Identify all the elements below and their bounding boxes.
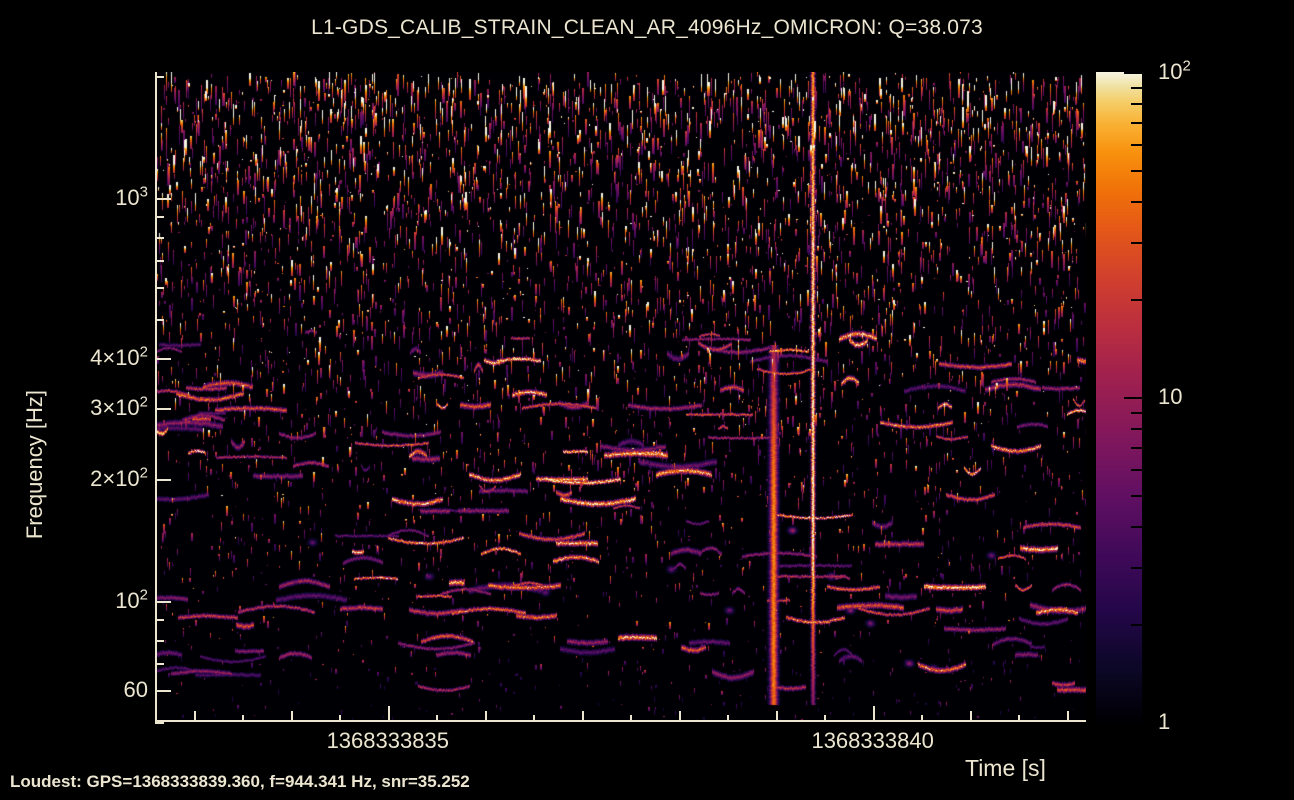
colorbar-minor-tick (1131, 241, 1142, 244)
x-tick-label: 1368333835 (326, 728, 449, 753)
y-tick-label: 103 (115, 183, 148, 210)
colorbar-minor-tick (1131, 86, 1142, 89)
y-minor-tick (155, 215, 164, 218)
x-minor-tick (969, 711, 972, 722)
x-tick-label: 1368333840 (811, 728, 934, 753)
colorbar-minor-tick (1131, 447, 1142, 450)
page-title: L1-GDS_CALIB_STRAIN_CLEAN_AR_4096Hz_OMIC… (311, 16, 983, 39)
colorbar-minor-tick (1131, 494, 1142, 497)
colorbar-tick-label: 102 (1158, 57, 1191, 84)
y-tick-label-group: 103 4×102 3×102 2×102 102 60 (0, 0, 148, 800)
x-minor-tick (436, 715, 439, 722)
x-minor-tick (581, 711, 584, 722)
x-minor-tick (242, 715, 245, 722)
colorbar-minor-tick (1131, 201, 1142, 204)
x-minor-tick (921, 715, 924, 722)
colorbar-major-tick (1124, 722, 1142, 724)
plot-area[interactable] (155, 72, 1086, 722)
x-minor-tick (533, 715, 536, 722)
y-tick-label: 60 (123, 677, 148, 703)
x-minor-tick (290, 711, 293, 722)
x-minor-tick (775, 711, 778, 722)
x-minor-tick (1066, 711, 1069, 722)
colorbar-minor-tick (1131, 469, 1142, 472)
x-minor-tick (339, 715, 342, 722)
y-minor-tick (155, 318, 164, 321)
y-minor-tick (155, 663, 164, 666)
x-major-tick (872, 706, 875, 722)
colorbar-minor-tick (1131, 299, 1142, 302)
y-minor-tick (155, 76, 164, 79)
y-major-tick (155, 357, 171, 360)
y-tick-label: 2×102 (90, 464, 148, 492)
y-tick-label: 102 (115, 586, 148, 613)
colorbar-minor-tick (1131, 144, 1142, 147)
x-major-tick (387, 706, 390, 722)
colorbar-minor-tick (1131, 411, 1142, 414)
x-minor-tick (727, 715, 730, 722)
y-minor-tick (155, 722, 164, 724)
colorbar-minor-tick (1131, 169, 1142, 172)
y-major-tick (155, 600, 171, 603)
y-minor-tick (155, 259, 164, 262)
colorbar-minor-tick (1131, 428, 1142, 431)
y-major-tick (155, 408, 171, 411)
x-minor-tick (193, 711, 196, 722)
colorbar-tick-label: 1 (1158, 709, 1171, 734)
y-major-tick (155, 690, 171, 693)
y-minor-tick (155, 286, 164, 289)
colorbar-major-tick (1124, 72, 1142, 74)
x-minor-tick (824, 715, 827, 722)
colorbar-minor-tick (1131, 566, 1142, 569)
x-minor-tick (484, 711, 487, 722)
y-minor-tick (155, 619, 164, 622)
colorbar-tick-label: 10 (1158, 384, 1183, 409)
colorbar-major-tick (1124, 397, 1142, 399)
y-minor-tick (155, 236, 164, 239)
y-minor-tick (155, 639, 164, 642)
spectrogram-image (157, 72, 1086, 720)
loudest-event-status: Loudest: GPS=1368333839.360, f=944.341 H… (10, 772, 470, 791)
x-axis-title: Time [s] (965, 755, 1046, 781)
y-tick-label: 4×102 (90, 343, 148, 370)
colorbar-minor-tick (1131, 526, 1142, 529)
y-tick-label: 3×102 (90, 393, 148, 421)
y-major-tick (155, 197, 171, 200)
x-minor-tick (630, 715, 633, 722)
x-minor-tick (678, 711, 681, 722)
colorbar-minor-tick (1131, 103, 1142, 106)
x-minor-tick (1018, 715, 1021, 722)
colorbar-title-wrap: SNR (1232, 80, 1262, 220)
y-major-tick (155, 479, 171, 482)
colorbar-minor-tick (1131, 122, 1142, 125)
colorbar-minor-tick (1131, 624, 1142, 627)
